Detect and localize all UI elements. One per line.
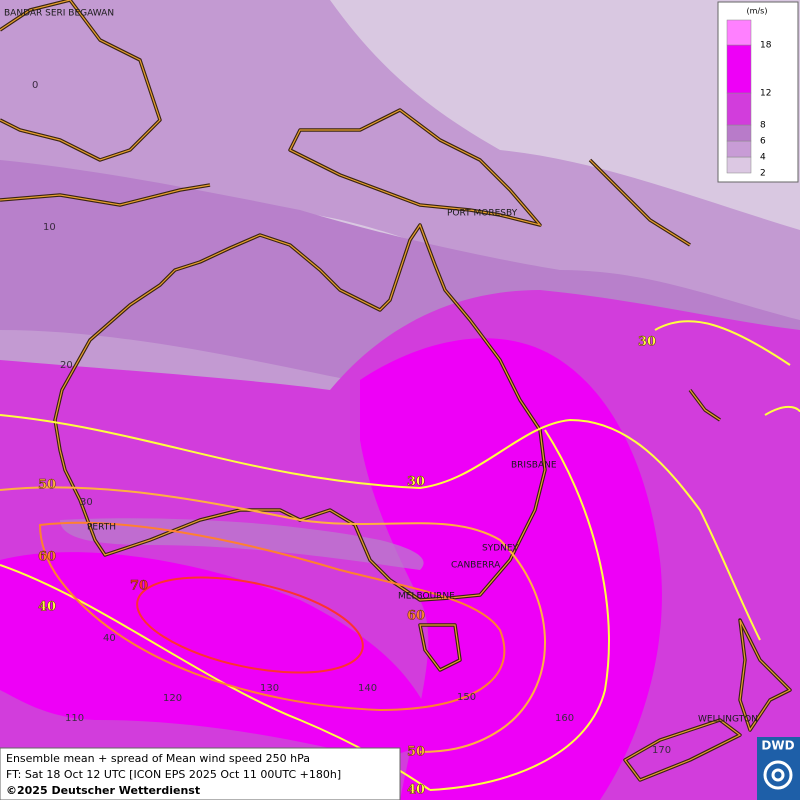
lat-label: 10 [43,222,56,233]
lon-label: 150 [457,692,476,703]
contour-label: 60 [407,609,425,624]
legend-swatch [726,19,752,46]
coastline-inner [289,109,542,227]
legend-swatch [726,44,752,94]
contour-label: 40 [38,600,56,615]
legend-level: 18 [760,41,772,51]
contour-30 [0,414,761,641]
contour-label: 40 [407,783,425,798]
legend-swatch [726,92,752,126]
city-label: BANDAR SERI BEGAWAN [4,9,114,19]
contour-40 [429,429,610,791]
lon-label: 120 [163,693,182,704]
legend-level: 6 [760,137,766,147]
legend-unit: (m/s) [747,7,768,16]
light-region [330,0,800,230]
city-label: MELBOURNE [398,592,455,602]
lon-label: 130 [260,683,279,694]
lat-label: 0 [32,80,38,91]
legend-level: 12 [760,89,771,99]
city-label: PERTH [87,523,116,533]
lat-label: 30 [80,497,93,508]
lon-label: 170 [652,745,671,756]
contour-label: 60 [38,550,56,565]
contour-60 [38,521,506,712]
city-label: BRISBANE [511,461,557,471]
strong-region [0,552,440,760]
logo [757,737,800,800]
lon-label: 160 [555,713,574,724]
footer-line: ©2025 Deutscher Wetterdienst [6,784,200,797]
legend-level: 2 [760,169,766,179]
coastline-highlight [0,0,792,781]
footer-line: FT: Sat 18 Oct 12 UTC [ICON EPS 2025 Oct… [6,768,341,781]
logo-icon [763,760,793,790]
contour-label: 30 [407,475,425,490]
lon-label: 140 [358,683,377,694]
legend-level: 8 [760,121,766,131]
lat-label: 40 [103,633,116,644]
coastline-inner [0,184,211,206]
legend-swatch [726,124,752,142]
legend-swatch [726,156,752,174]
coastline-inner [739,619,792,732]
contour-30 [654,320,791,366]
lon-label: 110 [65,713,84,724]
strong-region [360,338,662,800]
lat-label: 20 [60,360,73,371]
coastline-inner [624,719,742,781]
city-label: WELLINGTON [698,715,758,725]
coastline-inner [589,159,691,246]
legend-level: 4 [760,153,766,163]
contour-70 [136,576,364,674]
contour-label: 50 [38,478,56,493]
city-label: SYDNEY [482,544,519,554]
contour-label: 50 [407,745,425,760]
contour-50 [0,486,546,753]
footer-box [0,747,401,801]
footer-line: Ensemble mean + spread of Mean wind spee… [6,752,310,765]
legend-swatch [726,140,752,158]
legend: (m/s) 2 4 6 8 12 18 [726,7,772,179]
coastline-inner [419,624,461,671]
logo-icon [771,768,785,782]
contour-label: 30 [638,335,656,350]
contours [0,320,800,791]
coastline-inner [0,0,161,161]
logo-text: DWD [761,739,794,753]
city-label: CANBERRA [451,561,501,571]
coastline-inner [689,389,721,421]
labels: BANDAR SERI BEGAWAN PORT MORESBY BRISBANE P… [4,9,758,798]
contour-label: 70 [130,579,148,594]
city-label: PORT MORESBY [447,209,518,219]
